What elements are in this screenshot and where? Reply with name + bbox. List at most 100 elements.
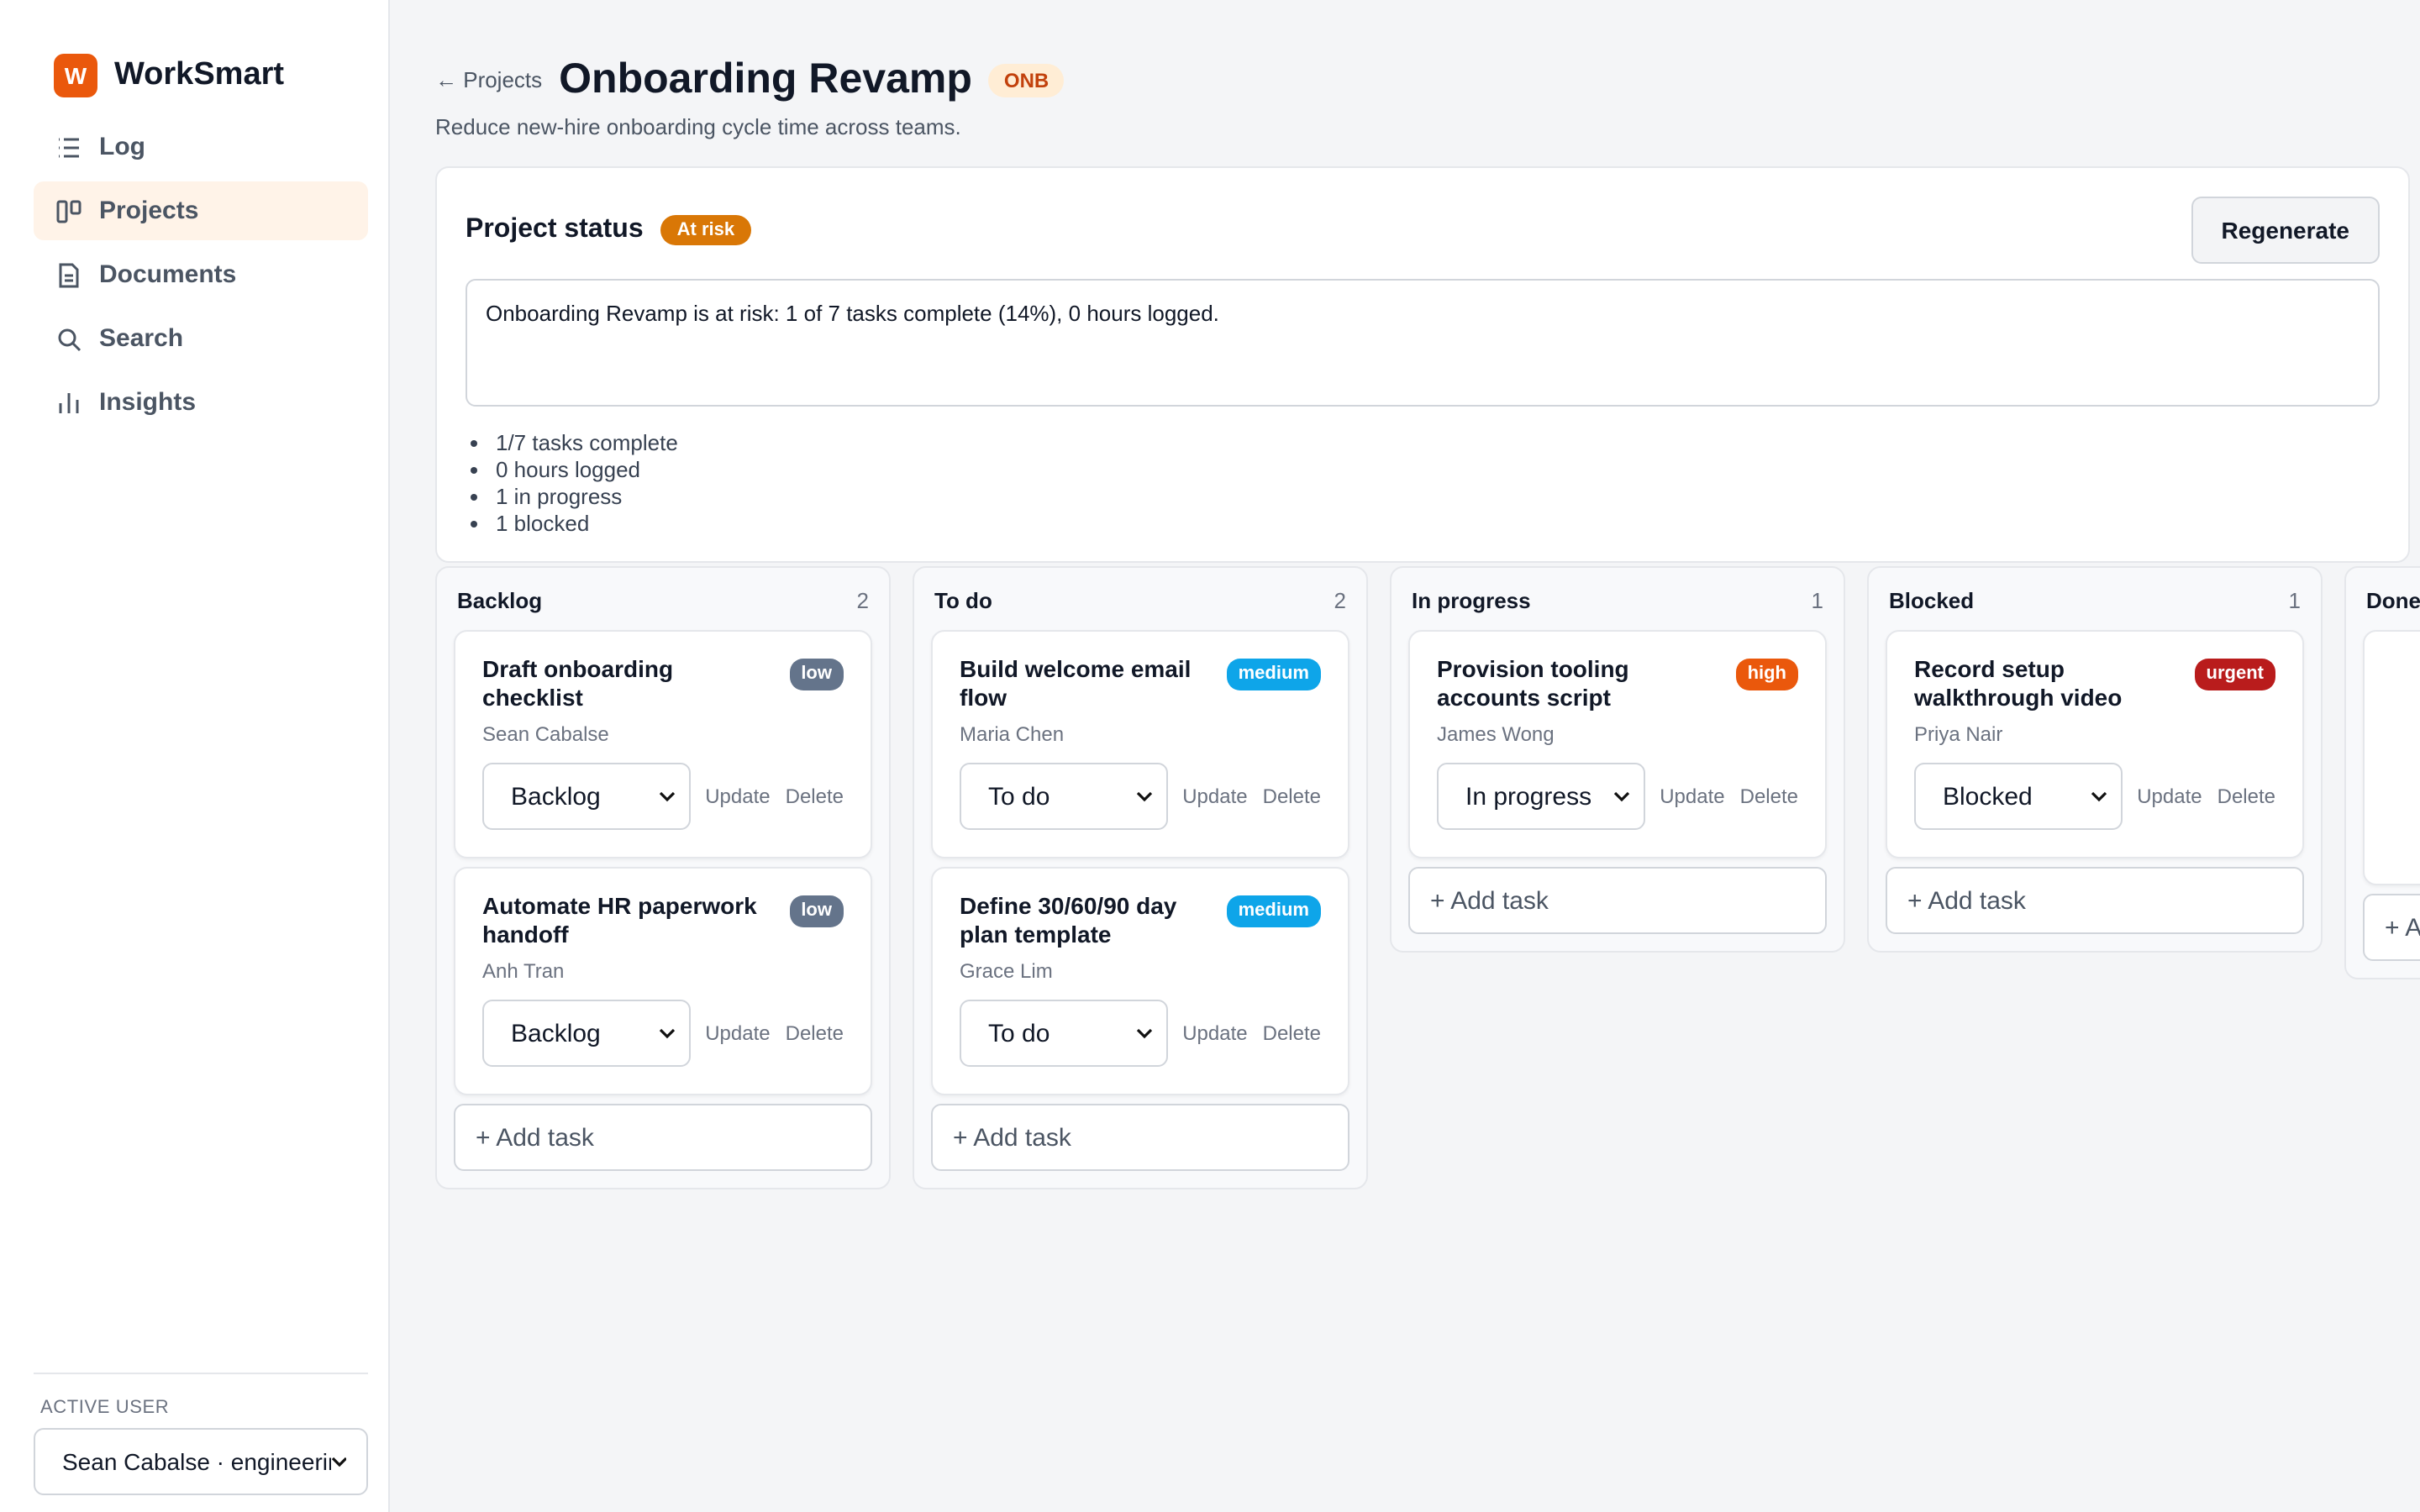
column-count: 2 (856, 588, 869, 613)
delete-button[interactable]: Delete (1262, 1021, 1321, 1045)
status-select[interactable]: Blocked (1914, 763, 2123, 830)
update-button[interactable]: Update (1660, 785, 1725, 808)
column: Done + Add task (2344, 566, 2420, 979)
nav-item[interactable]: Log (34, 118, 368, 176)
chevron (1136, 791, 1152, 802)
main: ← Projects Onboarding Revamp ONB Reduce … (390, 0, 2420, 1512)
assignee: Maria Chen (960, 722, 1065, 746)
nav-item[interactable]: Documents (34, 245, 368, 304)
chevron (659, 1028, 675, 1039)
bullet: 0 hours logged (496, 457, 2380, 484)
add-task-button[interactable]: + Add task (454, 1104, 872, 1171)
status-value: To do (988, 782, 1050, 811)
nav-label: Search (99, 324, 184, 353)
status-select[interactable]: Backlog (482, 763, 691, 830)
status-card: Project status At risk Regenerate Onboard… (435, 166, 2410, 563)
task-card: Record setup walkthrough video urgent Priy… (1886, 630, 2304, 858)
status-head: Project status At risk (466, 215, 2380, 245)
task-card (2363, 630, 2420, 885)
task-head: Record setup walkthrough video urgent (1914, 655, 2275, 712)
task-card: Provision tooling accounts script high Jam… (1408, 630, 1827, 858)
add-task-button[interactable]: + Add task (1886, 867, 2304, 934)
priority: medium (1226, 659, 1321, 690)
status-value: To do (988, 1019, 1050, 1047)
priority: low (789, 659, 844, 690)
status-select[interactable]: To do (960, 1000, 1168, 1067)
column-name: Backlog (457, 588, 543, 613)
update-button[interactable]: Update (2137, 785, 2202, 808)
column: Blocked 1 Record setup walkthrough video ur… (1867, 566, 2323, 953)
summary[interactable]: Onboarding Revamp is at risk: 1 of 7 tas… (466, 279, 2380, 407)
task-title: Draft onboarding checklist (482, 655, 674, 711)
column-header: In progress 1 (1412, 588, 1823, 613)
nav-label: Projects (99, 197, 199, 225)
task-actions: To do Update Delete (960, 1000, 1321, 1067)
nav-icon (58, 328, 82, 351)
update-button[interactable]: Update (1182, 785, 1248, 808)
add-task-button[interactable]: + Add task (1408, 867, 1827, 934)
status-badge: At risk (660, 215, 752, 245)
task-title: Record setup walkthrough video (1914, 655, 2123, 711)
task-actions: Backlog Update Delete (482, 763, 844, 830)
nav-icon (59, 137, 79, 157)
board: Backlog 2 Draft onboarding checklist low Sea… (435, 566, 2420, 1189)
priority: low (789, 895, 844, 927)
task-head: Define 30/60/90 day plan template medium (960, 892, 1321, 949)
chevron (1136, 1028, 1152, 1039)
add-task-button[interactable]: + Add task (2363, 894, 2420, 961)
status-select[interactable]: To do (960, 763, 1168, 830)
status-title: Project status (466, 215, 644, 244)
delete-button[interactable]: Delete (2217, 785, 2275, 808)
column-header: To do 2 (934, 588, 1346, 613)
update-button[interactable]: Update (1182, 1021, 1248, 1045)
task-title: Provision tooling accounts script (1437, 655, 1629, 711)
back-link[interactable]: ← Projects (435, 67, 543, 92)
column-header: Done (2366, 588, 2420, 613)
task-card: Define 30/60/90 day plan template medium G… (931, 867, 1349, 1095)
task-actions: In progress Update Delete (1437, 763, 1798, 830)
task-card: Build welcome email flow medium Maria Chen… (931, 630, 1349, 858)
status-select[interactable]: In progress (1437, 763, 1645, 830)
user-panel: ACTIVE USER Sean Cabalse · engineering (34, 1373, 368, 1512)
status-value: Blocked (1943, 782, 2033, 811)
user-name: Sean Cabalse · engineering (62, 1448, 331, 1475)
user-select[interactable]: Sean Cabalse · engineering (34, 1428, 368, 1495)
task-title: Build welcome email flow (960, 655, 1192, 711)
status-value: Backlog (511, 782, 601, 811)
user-label: ACTIVE USER (40, 1398, 170, 1418)
bullet: 1/7 tasks complete (496, 430, 2380, 457)
assignee: James Wong (1437, 722, 1555, 746)
priority: medium (1226, 895, 1321, 927)
delete-button[interactable]: Delete (785, 1021, 844, 1045)
add-task-button[interactable]: + Add task (931, 1104, 1349, 1171)
delete-button[interactable]: Delete (1739, 785, 1798, 808)
nav-item[interactable]: Search (34, 309, 368, 368)
delete-button[interactable]: Delete (1262, 785, 1321, 808)
column-name: To do (934, 588, 992, 613)
brand-name: WorkSmart (114, 57, 285, 92)
logo: W (54, 54, 97, 97)
bullet: 1 blocked (496, 511, 2380, 538)
column: In progress 1 Provision tooling accounts s… (1390, 566, 1845, 953)
update-button[interactable]: Update (705, 1021, 771, 1045)
bullet: 1 in progress (496, 484, 2380, 511)
nav-label: Documents (99, 260, 237, 289)
assignee: Priya Nair (1914, 722, 2003, 746)
brand: W WorkSmart (54, 54, 388, 97)
task-title: Automate HR paperwork handoff (482, 892, 757, 948)
status-select[interactable]: Backlog (482, 1000, 691, 1067)
bullets: 1/7 tasks complete0 hours logged1 in pro… (466, 430, 2380, 538)
nav-item[interactable]: Projects (34, 181, 368, 240)
nav-item[interactable]: Insights (34, 373, 368, 432)
delete-button[interactable]: Delete (785, 785, 844, 808)
task-head: Build welcome email flow medium (960, 655, 1321, 712)
description: Reduce new-hire onboarding cycle time ac… (435, 114, 961, 139)
task-head: Draft onboarding checklist low (482, 655, 844, 712)
regenerate-button[interactable]: Regenerate (2191, 197, 2380, 264)
update-button[interactable]: Update (705, 785, 771, 808)
task-card: Draft onboarding checklist low Sean Cabals… (454, 630, 872, 858)
nav-label: Insights (99, 388, 197, 417)
priority: urgent (2194, 659, 2275, 690)
